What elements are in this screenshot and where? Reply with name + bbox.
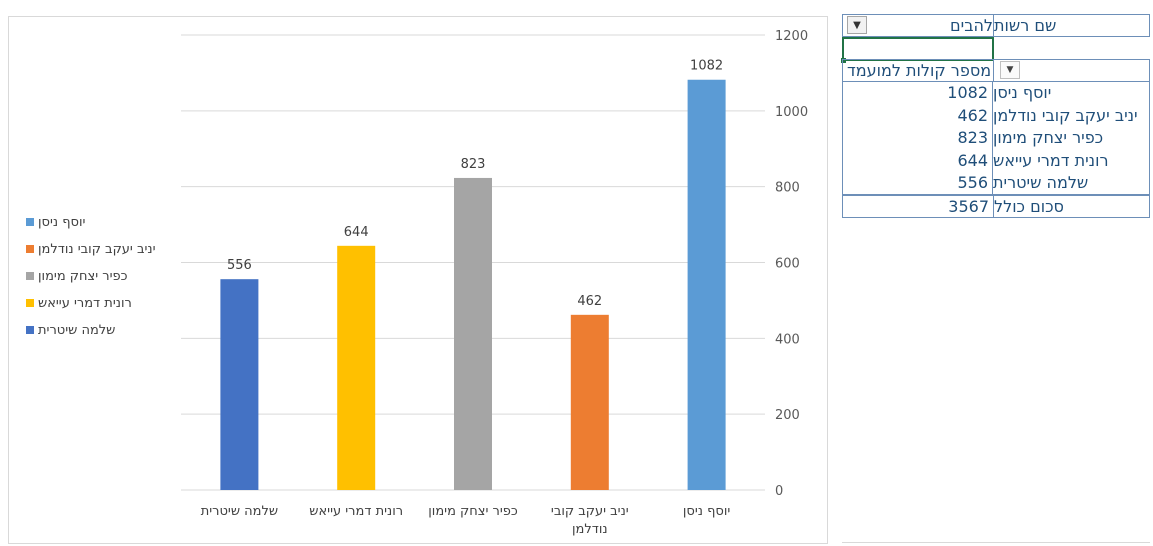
data-label: 644 — [344, 225, 369, 240]
legend-label: שלמה שיטרית — [38, 323, 115, 338]
data-label: 462 — [577, 294, 602, 309]
dropdown-arrow-icon[interactable]: ▼ — [1000, 61, 1020, 79]
legend-swatch — [26, 299, 34, 307]
pivot-row-label[interactable]: רונית דמרי עייאש — [993, 150, 1109, 170]
values-header-row: מספר קולות למועמד ▼ — [842, 59, 1150, 82]
pivot-row-value[interactable]: 644 — [843, 149, 993, 172]
bar — [337, 245, 376, 490]
pivot-row: 823 כפיר יצחק מימון — [843, 126, 1149, 149]
bar — [687, 79, 726, 490]
y-tick-label: 200 — [775, 408, 800, 423]
filter-value-cell[interactable]: ▼ להבים — [842, 14, 993, 37]
y-tick-label: 1200 — [775, 29, 808, 44]
bar — [220, 279, 259, 490]
data-label: 823 — [461, 157, 486, 172]
selected-cell[interactable] — [841, 36, 994, 63]
row-labels-header — [993, 59, 1150, 82]
category-label: שלמה שיטרית — [201, 504, 278, 519]
legend-swatch — [26, 245, 34, 253]
pivot-rows: 1082 יוסף ניסן 462 יניב יעקב קובי נודלמן 823… — [842, 81, 1150, 195]
legend-swatch — [26, 218, 34, 226]
pivot-row-label[interactable]: יוסף ניסן — [993, 83, 1052, 103]
category-label: יוסף ניסן — [683, 504, 731, 519]
bar — [454, 177, 492, 490]
filter-value: להבים — [950, 15, 993, 35]
category-label: יניב יעקב קובי — [551, 504, 629, 519]
data-label: 556 — [227, 258, 252, 273]
pivot-row-label[interactable]: יניב יעקב קובי נודלמן — [993, 105, 1138, 125]
legend-label: יוסף ניסן — [38, 215, 86, 230]
pivot-total-row: 3567 סכום כולל — [842, 195, 1150, 218]
pivot-row-value[interactable]: 1082 — [843, 81, 993, 104]
fill-handle[interactable] — [841, 57, 846, 63]
y-tick-label: 400 — [775, 332, 800, 347]
total-value[interactable]: 3567 — [842, 195, 993, 218]
legend-swatch — [26, 326, 34, 334]
category-label: רונית דמרי עייאש — [309, 504, 403, 519]
filter-icon[interactable]: ▼ — [847, 16, 867, 35]
pivot-row: 462 יניב יעקב קובי נודלמן — [843, 104, 1149, 127]
data-label: 1082 — [690, 59, 723, 74]
chart-area[interactable]: 0 200 400 600 800 1000 1200 556 שלמה שיטרית 644 רו… — [8, 16, 828, 544]
divider — [842, 542, 1150, 543]
total-label[interactable]: סכום כולל — [993, 195, 1150, 218]
pivot-row-value[interactable]: 462 — [843, 104, 993, 127]
y-tick-label: 1000 — [775, 105, 808, 120]
category-label: נודלמן — [572, 522, 608, 537]
pivot-table: ▼ להבים שם רשות מספר קולות למועמד ▼ 1082… — [841, 14, 1150, 218]
pivot-row: 644 רונית דמרי עייאש — [843, 149, 1149, 172]
pivot-row: 556 שלמה שיטרית — [843, 171, 1149, 194]
pivot-row: 1082 יוסף ניסן — [843, 81, 1149, 104]
filter-label: שם רשות — [993, 14, 1150, 37]
category-label: כפיר יצחק מימון — [428, 504, 518, 519]
pivot-row-value[interactable]: 556 — [843, 171, 993, 194]
legend-label: כפיר יצחק מימון — [38, 269, 128, 284]
pivot-row-label[interactable]: שלמה שיטרית — [993, 173, 1089, 193]
pivot-filter-row: ▼ להבים שם רשות — [842, 14, 1150, 37]
legend-label: רונית דמרי עייאש — [38, 296, 132, 311]
empty-row[interactable] — [841, 36, 1150, 63]
y-tick-label: 600 — [775, 257, 800, 272]
values-header: מספר קולות למועמד — [842, 59, 993, 82]
bar-chart: 0 200 400 600 800 1000 1200 556 שלמה שיטרית 644 רו… — [26, 29, 808, 537]
y-tick-label: 0 — [775, 484, 783, 499]
pivot-row-label[interactable]: כפיר יצחק מימון — [993, 128, 1104, 148]
bar — [570, 314, 609, 490]
y-tick-label: 800 — [775, 181, 800, 196]
legend-swatch — [26, 272, 34, 280]
pivot-row-value[interactable]: 823 — [843, 126, 993, 149]
legend-label: יניב יעקב קובי נודלמן — [38, 242, 156, 257]
